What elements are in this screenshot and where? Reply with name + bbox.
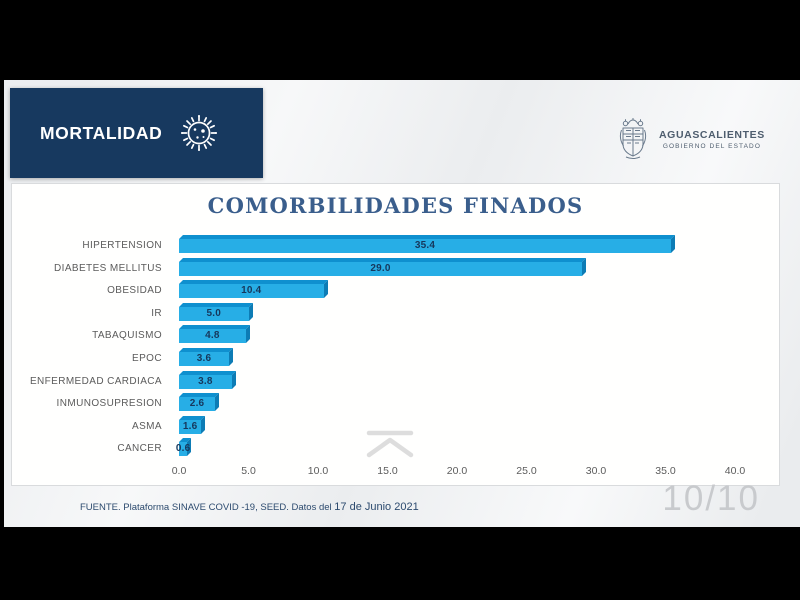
bar (179, 302, 253, 321)
bar-side-face (248, 302, 253, 321)
slide-background: MORTALIDAD (4, 80, 800, 527)
collapse-chevron-icon[interactable] (358, 426, 422, 467)
bar-value-label: 35.4 (414, 240, 436, 251)
source-note: FUENTE. Plataforma SINAVE COVID -19, SEE… (80, 501, 419, 513)
category-label: DIABETES MELLITUS (54, 262, 162, 274)
x-tick-label: 10.0 (307, 465, 329, 477)
x-tick-label: 0.0 (171, 465, 187, 477)
bar-value-label: 5.0 (206, 307, 222, 319)
bar-value-label: 0.6 (175, 443, 191, 455)
bar-side-face (231, 370, 236, 389)
bar-value-label: 3.8 (198, 375, 213, 387)
chart-row: TABAQUISMO 4.8 (12, 325, 771, 344)
chart-row: CANCER 0.6 (12, 438, 771, 457)
logo-name: AGUASCALIENTES (659, 128, 765, 141)
category-label: OBESIDAD (107, 285, 162, 297)
chart-panel: COMORBILIDADES FINADOS HIPERTENSION 35.4 D… (11, 183, 780, 486)
category-label: ASMA (132, 420, 162, 432)
x-tick-label: 30.0 (585, 465, 607, 477)
header-title: MORTALIDAD (40, 122, 163, 143)
bar-face (179, 374, 232, 389)
bar (179, 325, 250, 344)
category-label: ENFERMEDAD CARDIACA (29, 375, 162, 387)
bar (179, 235, 676, 253)
category-label: EPOC (132, 353, 162, 364)
bar (179, 348, 234, 366)
chart-row: INMUNOSUPRESION 2.6 (12, 393, 771, 412)
bar-value-label: 3.6 (196, 353, 212, 364)
x-tick-label: 35.0 (655, 465, 676, 477)
chart-row: ASMA 1.6 (12, 415, 771, 434)
bar-face (179, 352, 230, 366)
letterbox-bottom (0, 527, 800, 600)
bar-value-label: 2.6 (189, 398, 205, 410)
x-tick-label: 20.0 (446, 465, 468, 477)
x-tick-label: 15.0 (377, 465, 398, 477)
bar-face (179, 329, 246, 344)
x-tick-label: 40.0 (724, 465, 746, 477)
state-logo: AGUASCALIENTES GOBIERNO DEL ESTADO (616, 116, 765, 162)
virus-icon (177, 111, 221, 155)
category-label: HIPERTENSION (82, 240, 162, 251)
bar (179, 415, 206, 434)
page-indicator: 10/10 (662, 479, 760, 518)
category-label: CANCER (117, 443, 162, 455)
bar-side-face (201, 415, 206, 434)
bar-side-face (215, 393, 220, 412)
bar-side-face (671, 235, 676, 253)
bar-side-face (245, 325, 250, 344)
bar-face (179, 306, 249, 321)
bar-face (179, 261, 583, 276)
bar-side-face (229, 348, 234, 366)
x-tick-label: 5.0 (241, 465, 256, 477)
chart-row: HIPERTENSION 35.4 (12, 235, 771, 253)
bar-face (179, 239, 672, 253)
source-prefix: FUENTE. Plataforma SINAVE COVID -19, SEE… (80, 502, 332, 513)
bar (179, 257, 587, 276)
bar-side-face (582, 257, 587, 276)
source-date: 17 de Junio 2021 (334, 501, 419, 513)
category-label: IR (151, 307, 162, 319)
mortalidad-header: MORTALIDAD (10, 88, 263, 178)
bar-chart: HIPERTENSION 35.4 DIABETES MELLITUS 29.0 OBE… (12, 184, 779, 485)
chart-row: ENFERMEDAD CARDIACA 3.8 (12, 370, 771, 389)
chart-row: DIABETES MELLITUS 29.0 (12, 257, 771, 276)
bar (179, 438, 192, 457)
bar-value-label: 29.0 (370, 262, 391, 274)
bar-value-label: 10.4 (241, 285, 262, 297)
chart-row: EPOC 3.6 (12, 348, 771, 366)
chart-row: OBESIDAD 10.4 (12, 280, 771, 299)
bar (179, 370, 236, 389)
logo-subtitle: GOBIERNO DEL ESTADO (662, 142, 762, 150)
letterbox-top (0, 0, 800, 80)
state-crest-icon (616, 116, 650, 162)
bar-face (179, 284, 324, 299)
bar-face (179, 419, 202, 434)
bar (179, 393, 220, 412)
bar (179, 280, 328, 299)
bar-face (179, 397, 216, 412)
bar-side-face (323, 280, 328, 299)
bar-value-label: 4.8 (205, 330, 220, 342)
bar-face (179, 442, 188, 457)
category-label: INMUNOSUPRESION (56, 398, 162, 410)
bar-value-label: 1.6 (182, 420, 198, 432)
chart-row: IR 5.0 (12, 302, 771, 321)
category-label: TABAQUISMO (92, 330, 162, 342)
chart-title: COMORBILIDADES FINADOS (207, 193, 584, 218)
x-tick-label: 25.0 (516, 465, 537, 477)
